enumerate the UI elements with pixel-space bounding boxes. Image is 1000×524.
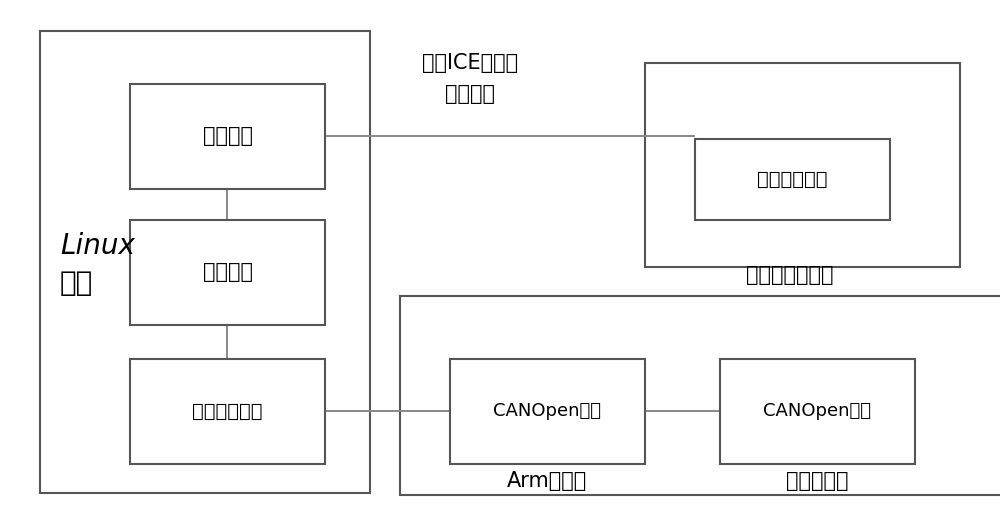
Text: Arm开发板: Arm开发板 (507, 471, 587, 490)
FancyBboxPatch shape (645, 63, 960, 267)
Text: 人机交互界面: 人机交互界面 (757, 170, 828, 189)
Text: 通信协议: 通信协议 (445, 84, 495, 104)
FancyBboxPatch shape (695, 139, 890, 220)
Text: Linux: Linux (60, 232, 135, 260)
FancyBboxPatch shape (130, 84, 325, 189)
Text: 总控模块: 总控模块 (202, 126, 252, 146)
Text: 电机驱动器: 电机驱动器 (786, 471, 848, 490)
Text: 算法模块: 算法模块 (202, 263, 252, 282)
Text: CANOpen主站: CANOpen主站 (494, 402, 602, 420)
Text: 基于ICE开放的: 基于ICE开放的 (422, 53, 518, 73)
FancyBboxPatch shape (40, 31, 370, 493)
FancyBboxPatch shape (450, 359, 645, 464)
FancyBboxPatch shape (400, 296, 1000, 495)
Text: 通信管理模块: 通信管理模块 (192, 402, 263, 421)
Text: CANOpen从站: CANOpen从站 (764, 402, 872, 420)
FancyBboxPatch shape (720, 359, 915, 464)
FancyBboxPatch shape (130, 359, 325, 464)
Text: 主机: 主机 (60, 269, 93, 297)
FancyBboxPatch shape (130, 220, 325, 325)
Text: 触摸屏或显示器: 触摸屏或显示器 (746, 265, 834, 285)
